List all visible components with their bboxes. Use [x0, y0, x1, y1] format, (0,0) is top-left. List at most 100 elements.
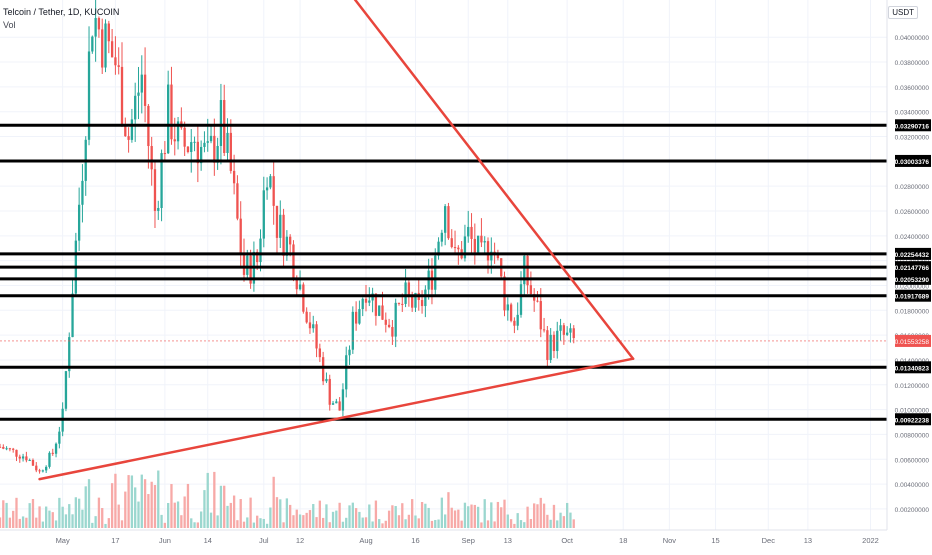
- volume-bar: [275, 497, 279, 528]
- volume-bar: [467, 506, 470, 528]
- volume-bar: [12, 510, 15, 528]
- trendline-ascending-support[interactable]: [38, 357, 635, 481]
- volume-bar: [38, 506, 41, 528]
- volume-bar: [460, 520, 463, 528]
- currency-badge[interactable]: USDT: [888, 6, 918, 19]
- level-price-label: 0.01340823: [895, 365, 930, 372]
- candle-body: [354, 311, 358, 324]
- volume-bar: [186, 483, 190, 528]
- candle-body: [256, 251, 259, 263]
- candle-body: [150, 146, 153, 170]
- candle-body: [321, 357, 325, 382]
- volume-bar: [552, 504, 556, 528]
- candle-body: [368, 300, 371, 303]
- volume-bar: [223, 485, 226, 528]
- candle-body: [68, 337, 71, 372]
- volume-bar: [437, 519, 440, 528]
- volume-bar: [519, 520, 523, 528]
- candle-body: [381, 305, 384, 320]
- candle-body: [486, 241, 490, 261]
- volume-bar: [358, 511, 361, 528]
- candle-body: [397, 302, 401, 304]
- candle-body: [262, 190, 265, 239]
- candle-body: [315, 324, 318, 349]
- candle-body: [318, 348, 322, 358]
- volume-bar: [77, 498, 81, 528]
- volume-bar: [480, 522, 483, 528]
- volume-bar: [143, 479, 147, 528]
- candle-body: [242, 253, 246, 275]
- candle-body: [31, 460, 35, 466]
- x-tick-label: 2022: [862, 536, 879, 545]
- candle-body: [407, 282, 411, 296]
- trendline-descending-resistance[interactable]: [350, 0, 635, 360]
- volume-bar: [249, 497, 252, 528]
- y-tick-label: 0.01200000: [895, 383, 930, 390]
- volume-bar: [229, 502, 232, 528]
- candle-body: [404, 282, 407, 304]
- candle-body: [2, 446, 5, 449]
- candle-body: [216, 145, 219, 163]
- volume-bar: [18, 518, 21, 528]
- volume-bar: [298, 514, 302, 528]
- volume-bar: [364, 517, 368, 528]
- volume-bar: [397, 515, 401, 528]
- candle-body: [542, 329, 546, 331]
- y-tick-label: 0.04000000: [895, 35, 930, 42]
- volume-bar: [536, 504, 539, 528]
- candle-body: [140, 74, 143, 93]
- candle-body: [351, 311, 354, 350]
- volume-bar: [21, 516, 25, 528]
- candle-body: [77, 204, 81, 241]
- y-tick-label: 0.02000000: [895, 283, 930, 290]
- volume-bar: [150, 481, 153, 528]
- volume-bar: [28, 503, 31, 528]
- volume-bar: [516, 513, 519, 528]
- volume-bar: [206, 472, 209, 528]
- volume-bar: [35, 517, 38, 528]
- volume-bar: [246, 517, 249, 528]
- volume-bar: [94, 516, 97, 528]
- time-axis[interactable]: May 17 Jun 14 Jul 12 Aug 16 Sep 13 Oct 18 Nov 15 Dec 13…: [56, 536, 879, 545]
- candle-body: [565, 332, 569, 335]
- volume-bar: [190, 518, 193, 528]
- volume-bar: [526, 506, 529, 528]
- level-price-label: 0.03290716: [895, 123, 930, 130]
- level-layer: [0, 123, 887, 421]
- volume-bar: [348, 505, 351, 528]
- volume-bar: [193, 522, 196, 528]
- level-price-badge: [895, 413, 931, 426]
- volume-bar: [25, 517, 28, 528]
- volume-bar: [430, 520, 434, 528]
- candle-body: [546, 330, 549, 360]
- candle-body: [137, 92, 140, 96]
- volume-bar: [127, 475, 130, 528]
- volume-bar: [559, 512, 562, 528]
- volume-bar: [61, 506, 64, 528]
- level-price-label: 0.03003376: [895, 159, 930, 166]
- candle-body: [509, 304, 513, 321]
- volume-bar: [470, 504, 473, 528]
- volume-bar: [213, 471, 216, 528]
- volume-bar: [104, 523, 107, 528]
- volume-bar: [411, 499, 414, 528]
- volume-bar: [338, 502, 341, 528]
- candle-body: [239, 218, 242, 254]
- candle-body: [305, 311, 308, 323]
- x-tick-label: 18: [619, 536, 627, 545]
- volume-bar: [453, 510, 457, 528]
- volume-bar: [381, 523, 384, 528]
- candle-body: [190, 142, 193, 153]
- candle-body: [420, 300, 424, 307]
- volume-bar: [97, 497, 101, 528]
- candle-body: [414, 292, 417, 308]
- volume-bar: [153, 485, 157, 528]
- volume-bar: [572, 519, 575, 528]
- volume-bar: [321, 517, 325, 528]
- candle-body: [285, 236, 289, 256]
- volume-bar: [486, 520, 490, 528]
- candle-body: [467, 226, 470, 237]
- candle-body: [114, 57, 117, 66]
